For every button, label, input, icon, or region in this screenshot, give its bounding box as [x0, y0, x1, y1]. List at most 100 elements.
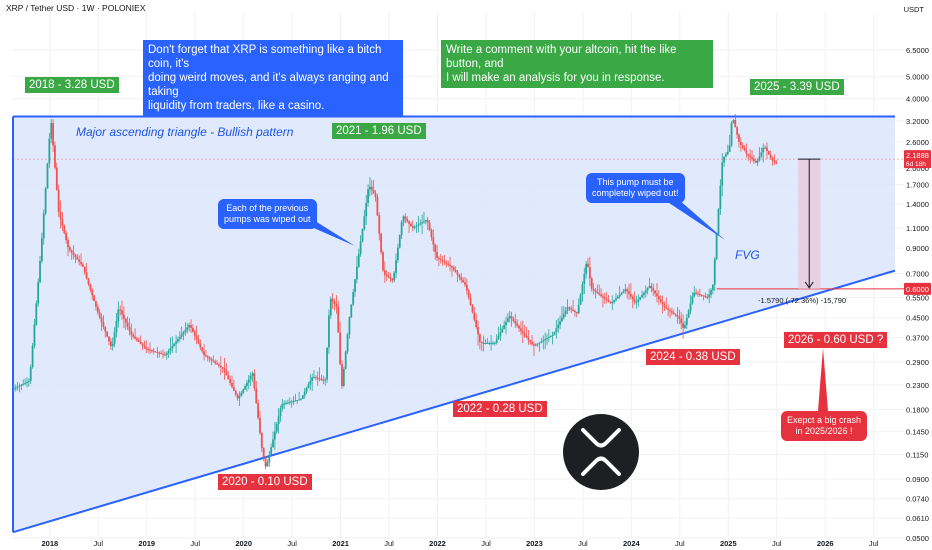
candle-body: [335, 304, 338, 307]
candle-body: [257, 403, 260, 419]
candle-body: [150, 350, 153, 352]
candle-body: [70, 250, 73, 253]
candle-body: [393, 272, 396, 281]
candle-body: [691, 296, 694, 304]
candle-body: [697, 293, 699, 295]
last-price-tag: [904, 150, 931, 169]
candle-body: [242, 389, 245, 393]
candle-body: [104, 326, 107, 332]
candle-body: [318, 378, 321, 380]
candle-body: [260, 432, 263, 448]
label-2024: 2024 - 0.38 USD: [646, 349, 740, 365]
candle-body: [605, 298, 608, 300]
x-tick-label: 2026: [817, 539, 834, 548]
candle-body: [149, 349, 151, 351]
candle-body: [739, 141, 742, 145]
candle-body: [385, 274, 388, 277]
candle-body: [633, 299, 636, 303]
candle-body: [609, 301, 612, 303]
candle-body: [766, 147, 768, 152]
candle-body: [221, 367, 224, 369]
candle-body: [123, 314, 125, 319]
candle-body: [87, 278, 90, 284]
candle-body: [643, 292, 645, 296]
candle-body: [493, 342, 496, 344]
x-tick-label: Jul: [675, 539, 685, 548]
candle-body: [616, 296, 619, 299]
candle-body: [514, 321, 517, 324]
candle-body: [482, 342, 485, 344]
candle-body: [695, 292, 698, 294]
candle-body: [484, 342, 487, 344]
candle-body: [328, 315, 330, 348]
candle-body: [290, 401, 293, 403]
candle-body: [253, 373, 256, 389]
candle-body: [380, 233, 383, 253]
y-tick-label: 0.0500: [906, 534, 929, 543]
candle-body: [732, 119, 735, 124]
candle-body: [55, 167, 58, 190]
candle-body: [544, 339, 547, 341]
candle-body: [527, 337, 530, 340]
candle-body: [154, 351, 157, 353]
candle-body: [206, 356, 209, 358]
candle-body: [648, 285, 651, 289]
candle-body: [708, 294, 711, 298]
candle-body: [83, 266, 86, 273]
candle-body: [42, 213, 45, 239]
candle-body: [240, 392, 243, 397]
note-right: Write a comment with your altcoin, hit t…: [441, 40, 713, 88]
y-tick-label: 2.6000: [906, 138, 929, 147]
candle-body: [620, 292, 623, 295]
candle-body: [244, 386, 246, 390]
candle-body: [536, 343, 539, 345]
candle-body: [421, 222, 424, 224]
candle-body: [54, 145, 56, 168]
candle-body: [402, 216, 405, 223]
pattern-text: Major ascending triangle - Bullish patte…: [76, 125, 294, 139]
y-tick-label: 0.4500: [906, 314, 929, 323]
candle-body: [333, 301, 336, 305]
candle-body: [717, 209, 720, 234]
candle-body: [184, 329, 187, 333]
candle-body: [212, 360, 215, 362]
candle-body: [613, 300, 616, 303]
candle-body: [52, 123, 54, 146]
candle-body: [348, 317, 351, 335]
candle-body: [145, 347, 148, 349]
candle-body: [262, 447, 265, 458]
candle-body: [568, 307, 571, 309]
candle-body: [165, 353, 168, 355]
candle-body: [342, 368, 345, 387]
candle-body: [137, 340, 140, 343]
y-tick-label: 0.2300: [906, 381, 929, 390]
candle-body: [124, 318, 127, 323]
candle-body: [611, 302, 614, 304]
candle-body: [372, 190, 375, 194]
candle-body: [684, 324, 686, 328]
candle-body: [259, 418, 261, 433]
candle-body: [350, 304, 353, 318]
candle-body: [344, 351, 347, 369]
candle-body: [301, 395, 304, 399]
candle-body: [738, 134, 740, 142]
x-tick-label: Jul: [578, 539, 588, 548]
candle-body: [383, 270, 386, 275]
candle-body: [376, 197, 379, 216]
candle-body: [81, 264, 84, 267]
candle-body: [417, 224, 420, 226]
candle-body: [501, 328, 504, 333]
candle-body: [359, 241, 362, 255]
candle-body: [725, 154, 727, 157]
ascending-triangle: [13, 116, 895, 533]
candle-body: [63, 225, 66, 233]
label-2021: 2021 - 1.96 USD: [332, 123, 426, 139]
candle-body: [443, 261, 446, 263]
candle-body: [238, 396, 241, 399]
candle-body: [702, 295, 705, 297]
candle-body: [108, 336, 110, 342]
candle-body: [398, 234, 401, 248]
x-tick-label: 2023: [526, 539, 543, 548]
candle-body: [305, 388, 308, 392]
